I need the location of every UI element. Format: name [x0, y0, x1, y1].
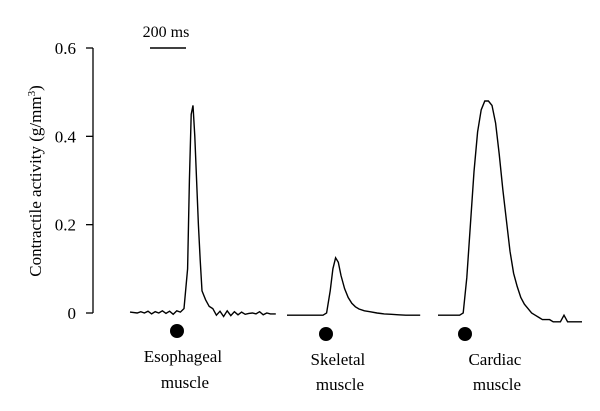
label-esophageal-line2: muscle [161, 373, 209, 392]
y-axis-label: Contractile activity (g/mm3) [26, 85, 45, 277]
label-skeletal-line2: muscle [316, 375, 364, 394]
y-tick-label: 0.2 [55, 216, 76, 235]
label-skeletal: Skeletal muscle [310, 350, 369, 394]
label-cardiac-line2: muscle [473, 375, 521, 394]
trace-esophageal [129, 105, 276, 318]
y-tick-label: 0.4 [55, 127, 77, 146]
stimulus-marker-skeletal [319, 327, 333, 341]
trace-skeletal [287, 256, 421, 316]
stimulus-marker-cardiac [458, 327, 472, 341]
y-ticks: 0 0.2 0.4 0.6 [55, 39, 93, 323]
label-cardiac-line1: Cardiac [468, 350, 521, 369]
scale-bar-label: 200 ms [143, 24, 190, 41]
trace-cardiac [438, 100, 582, 323]
label-skeletal-line1: Skeletal [310, 350, 365, 369]
stimulus-marker-esophageal [170, 324, 184, 338]
y-tick-label: 0 [68, 304, 77, 323]
label-cardiac: Cardiac muscle [468, 350, 525, 394]
y-axis-label-sup: 3 [26, 90, 38, 96]
y-tick-label: 0.6 [55, 39, 76, 58]
label-esophageal: Esophageal muscle [144, 347, 227, 392]
label-esophageal-line1: Esophageal [144, 347, 223, 366]
